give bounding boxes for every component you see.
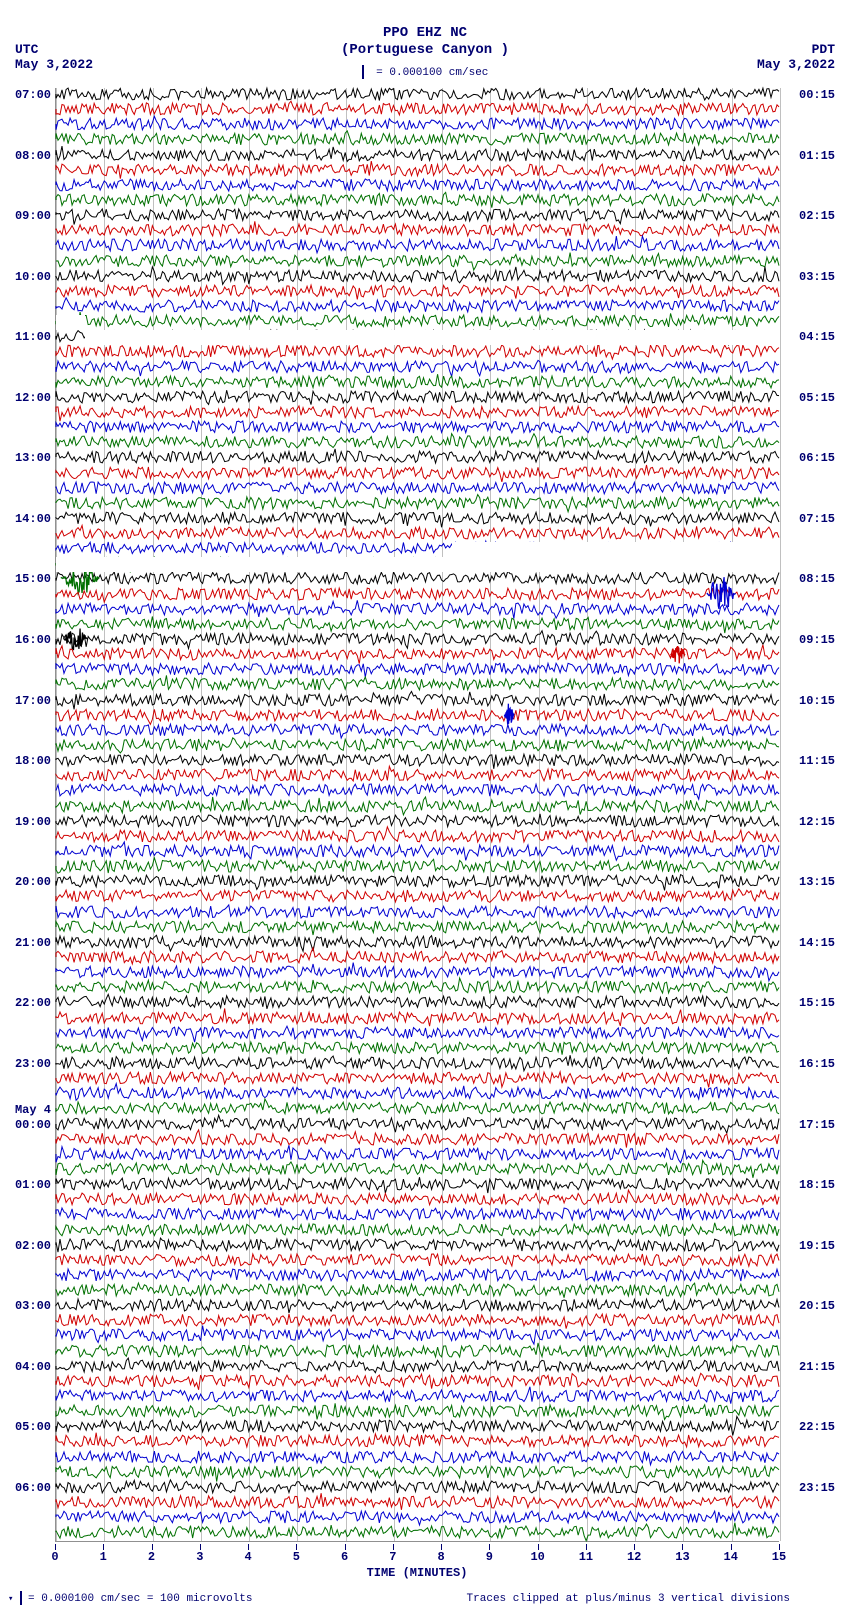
utc-hour-label: 16:00 bbox=[15, 633, 51, 647]
x-tick-label: 1 bbox=[100, 1550, 107, 1564]
local-hour-label: 06:15 bbox=[799, 451, 835, 465]
date-left: May 3,2022 bbox=[15, 57, 93, 72]
utc-hour-label: 15:00 bbox=[15, 572, 51, 586]
scale-bar-icon bbox=[20, 1591, 22, 1605]
local-hour-label: 14:15 bbox=[799, 936, 835, 950]
local-hour-label: 17:15 bbox=[799, 1118, 835, 1132]
local-hour-label: 18:15 bbox=[799, 1178, 835, 1192]
utc-hour-label: 00:00 bbox=[15, 1118, 51, 1132]
data-gap bbox=[452, 542, 780, 557]
x-tick-label: 12 bbox=[627, 1550, 641, 1564]
x-tick-label: 3 bbox=[196, 1550, 203, 1564]
utc-hour-label: 10:00 bbox=[15, 270, 51, 284]
local-hour-label: 16:15 bbox=[799, 1057, 835, 1071]
utc-hour-label: 07:00 bbox=[15, 88, 51, 102]
utc-hour-label: 08:00 bbox=[15, 149, 51, 163]
local-time-labels: 00:15 01:15 02:15 03:15 04:15 05:15 06:15 07:15… bbox=[797, 88, 850, 1542]
local-hour-label: 12:15 bbox=[799, 815, 835, 829]
x-tick-label: 9 bbox=[486, 1550, 493, 1564]
x-tick-label: 7 bbox=[389, 1550, 396, 1564]
local-hour-label: 11:15 bbox=[799, 754, 835, 768]
local-hour-label: 10:15 bbox=[799, 694, 835, 708]
x-tick-label: 2 bbox=[148, 1550, 155, 1564]
timezone-right: PDT bbox=[812, 42, 835, 57]
timezone-left: UTC bbox=[15, 42, 38, 57]
local-hour-label: 01:15 bbox=[799, 149, 835, 163]
utc-hour-label: 13:00 bbox=[15, 451, 51, 465]
x-tick-label: 15 bbox=[772, 1550, 786, 1564]
day-change-label: May 4 bbox=[15, 1103, 51, 1117]
footer-scale-text: = 0.000100 cm/sec = 100 microvolts bbox=[28, 1593, 252, 1605]
local-hour-label: 13:15 bbox=[799, 875, 835, 889]
data-gap bbox=[85, 330, 780, 345]
gridline bbox=[780, 88, 781, 1541]
local-hour-label: 05:15 bbox=[799, 391, 835, 405]
utc-hour-label: 05:00 bbox=[15, 1420, 51, 1434]
footer-scale: ▾ = 0.000100 cm/sec = 100 microvolts bbox=[8, 1591, 252, 1605]
x-axis: TIME (MINUTES) 0123456789101112131415 bbox=[55, 1544, 779, 1584]
x-tick-label: 8 bbox=[438, 1550, 445, 1564]
utc-hour-label: 01:00 bbox=[15, 1178, 51, 1192]
x-tick-label: 0 bbox=[51, 1550, 58, 1564]
utc-hour-label: 12:00 bbox=[15, 391, 51, 405]
local-hour-label: 21:15 bbox=[799, 1360, 835, 1374]
utc-hour-label: 03:00 bbox=[15, 1299, 51, 1313]
utc-hour-label: 20:00 bbox=[15, 875, 51, 889]
local-hour-label: 08:15 bbox=[799, 572, 835, 586]
station-title: PPO EHZ NC bbox=[0, 25, 850, 41]
date-right: May 3,2022 bbox=[757, 57, 835, 72]
x-axis-title: TIME (MINUTES) bbox=[55, 1566, 779, 1580]
utc-time-labels: May 4 07:00 08:00 09:00 10:00 11:00 12:00 13:00… bbox=[0, 88, 53, 1542]
utc-hour-label: 02:00 bbox=[15, 1239, 51, 1253]
utc-hour-label: 09:00 bbox=[15, 209, 51, 223]
utc-hour-label: 21:00 bbox=[15, 936, 51, 950]
local-hour-label: 07:15 bbox=[799, 512, 835, 526]
local-hour-label: 04:15 bbox=[799, 330, 835, 344]
local-hour-label: 22:15 bbox=[799, 1420, 835, 1434]
utc-hour-label: 06:00 bbox=[15, 1481, 51, 1495]
local-hour-label: 02:15 bbox=[799, 209, 835, 223]
local-hour-label: 23:15 bbox=[799, 1481, 835, 1495]
x-tick-label: 11 bbox=[579, 1550, 593, 1564]
utc-hour-label: 17:00 bbox=[15, 694, 51, 708]
data-gap bbox=[56, 315, 85, 330]
local-hour-label: 09:15 bbox=[799, 633, 835, 647]
x-tick-label: 6 bbox=[341, 1550, 348, 1564]
local-hour-label: 03:15 bbox=[799, 270, 835, 284]
local-hour-label: 00:15 bbox=[799, 88, 835, 102]
x-tick-label: 13 bbox=[675, 1550, 689, 1564]
station-subtitle: (Portuguese Canyon ) bbox=[0, 42, 850, 58]
data-gap bbox=[56, 557, 780, 572]
x-tick-label: 10 bbox=[530, 1550, 544, 1564]
helicorder-plot bbox=[55, 88, 779, 1542]
x-tick-label: 5 bbox=[293, 1550, 300, 1564]
x-tick-label: 14 bbox=[724, 1550, 738, 1564]
local-hour-label: 19:15 bbox=[799, 1239, 835, 1253]
footer-clip-note: Traces clipped at plus/minus 3 vertical … bbox=[467, 1593, 790, 1605]
local-hour-label: 15:15 bbox=[799, 996, 835, 1010]
utc-hour-label: 04:00 bbox=[15, 1360, 51, 1374]
x-tick-label: 4 bbox=[244, 1550, 251, 1564]
local-hour-label: 20:15 bbox=[799, 1299, 835, 1313]
utc-hour-label: 23:00 bbox=[15, 1057, 51, 1071]
utc-hour-label: 22:00 bbox=[15, 996, 51, 1010]
utc-hour-label: 14:00 bbox=[15, 512, 51, 526]
utc-hour-label: 11:00 bbox=[15, 330, 51, 344]
utc-hour-label: 19:00 bbox=[15, 815, 51, 829]
utc-hour-label: 18:00 bbox=[15, 754, 51, 768]
